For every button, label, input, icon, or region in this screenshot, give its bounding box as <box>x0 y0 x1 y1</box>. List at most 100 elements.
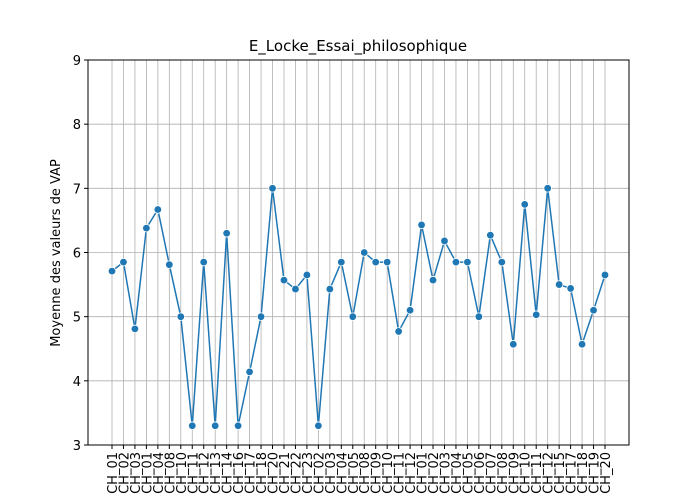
x-tick-label: CH_17 <box>244 452 259 494</box>
x-tick-label: CH_21 <box>278 452 293 494</box>
point <box>577 340 587 349</box>
y-tick-label: 6 <box>73 247 81 262</box>
point <box>382 257 392 267</box>
point <box>302 270 312 280</box>
plot-frame <box>87 59 630 446</box>
point <box>451 257 461 267</box>
x-tick-label: CH_10 <box>175 452 190 494</box>
point <box>428 275 438 285</box>
point <box>107 266 117 276</box>
x-tick-label: CH_19 <box>588 452 603 494</box>
point <box>474 312 484 321</box>
x-tick-label: CH_18 <box>255 452 270 494</box>
x-tick-label: CH_12 <box>404 452 419 494</box>
x-tick-label: CH_12 <box>198 452 213 494</box>
point <box>417 220 426 230</box>
y-tick-label: 9 <box>73 54 81 69</box>
x-tick-label: CH_04 <box>335 452 350 494</box>
point <box>165 260 174 269</box>
x-tick-label: CH_08 <box>496 452 511 494</box>
x-tick-label: CH_09 <box>507 452 522 494</box>
x-tick-label: CH_02 <box>117 452 132 494</box>
x-tick-label: CH_03 <box>324 452 339 494</box>
x-tick-label: CH_03 <box>438 452 453 494</box>
y-axis-label: Moyenne des valeurs de VAP <box>49 159 64 347</box>
x-tick-label: CH_07 <box>484 452 499 494</box>
x-tick-label: CH_05 <box>461 452 476 494</box>
x-tick-label: CH_10 <box>381 452 396 494</box>
point <box>325 284 335 294</box>
x-tick-label: CH_02 <box>312 452 327 494</box>
y-tick-label: 5 <box>73 311 81 326</box>
x-tick-label: CH_20 <box>599 452 614 494</box>
point <box>188 421 197 430</box>
x-tick-label: CH_14 <box>221 452 236 494</box>
x-tick-label: CH_13 <box>209 452 224 494</box>
point <box>119 257 128 267</box>
x-tick-label: CH_01 <box>416 452 431 494</box>
point <box>394 327 403 336</box>
point <box>405 306 415 315</box>
x-tick-label: CH_03 <box>129 452 144 494</box>
point <box>554 280 564 289</box>
y-tick-label: 4 <box>73 375 81 390</box>
point <box>199 257 208 267</box>
point <box>463 257 472 267</box>
point <box>360 248 369 257</box>
x-tick-label: CH_01 <box>106 452 121 494</box>
point <box>543 184 552 193</box>
x-tick-label: CH_12 <box>542 452 557 494</box>
point <box>520 200 529 209</box>
x-tick-label: CH_01 <box>140 452 155 494</box>
point <box>371 257 380 267</box>
point <box>497 257 507 267</box>
point <box>291 284 300 294</box>
x-tick-label: CH_06 <box>473 452 488 494</box>
x-tick-label: CH_11 <box>393 452 408 494</box>
line <box>111 188 606 426</box>
point <box>314 421 323 430</box>
x-tick-label: CH_18 <box>576 452 591 494</box>
point <box>440 236 449 246</box>
x-tick-label: CH_11 <box>186 452 201 494</box>
x-tick-label: CH_04 <box>152 452 167 494</box>
x-tick-label: CH_22 <box>289 452 304 494</box>
x-tick-label: CH_09 <box>370 452 385 494</box>
point <box>268 184 277 193</box>
x-tick-label: CH_17 <box>565 452 580 494</box>
x-tick-label: CH_16 <box>232 452 247 494</box>
x-tick-label: CH_15 <box>553 452 568 494</box>
x-tick-label: CH_04 <box>450 452 465 494</box>
point <box>486 230 495 240</box>
point <box>245 367 254 377</box>
point <box>337 257 346 267</box>
point <box>348 312 357 321</box>
x-tick-label: CH_11 <box>530 452 545 494</box>
x-tick-label: CH_10 <box>519 452 534 494</box>
point <box>509 340 518 349</box>
x-tick-label: CH_23 <box>301 452 316 494</box>
x-tick-label: CH_05 <box>347 452 362 494</box>
x-tick-label: CH_02 <box>427 452 442 494</box>
chart-title: E_Locke_Essai_philosophique <box>249 37 467 56</box>
point <box>256 312 266 321</box>
point <box>130 324 140 334</box>
y-tick-label: 3 <box>73 439 81 454</box>
point <box>532 310 541 319</box>
point <box>279 275 289 285</box>
x-tick-label: CH_20 <box>267 452 282 494</box>
point <box>233 421 243 430</box>
point <box>153 205 163 214</box>
y-tick-label: 8 <box>73 118 81 133</box>
point <box>142 223 151 233</box>
x-tick-label: CH_08 <box>163 452 178 494</box>
point <box>589 306 598 315</box>
point <box>600 270 610 280</box>
point <box>222 229 231 238</box>
x-tick-label: CH_08 <box>358 452 373 494</box>
y-tick-label: 7 <box>73 182 81 197</box>
point <box>176 312 185 321</box>
point <box>210 421 220 430</box>
